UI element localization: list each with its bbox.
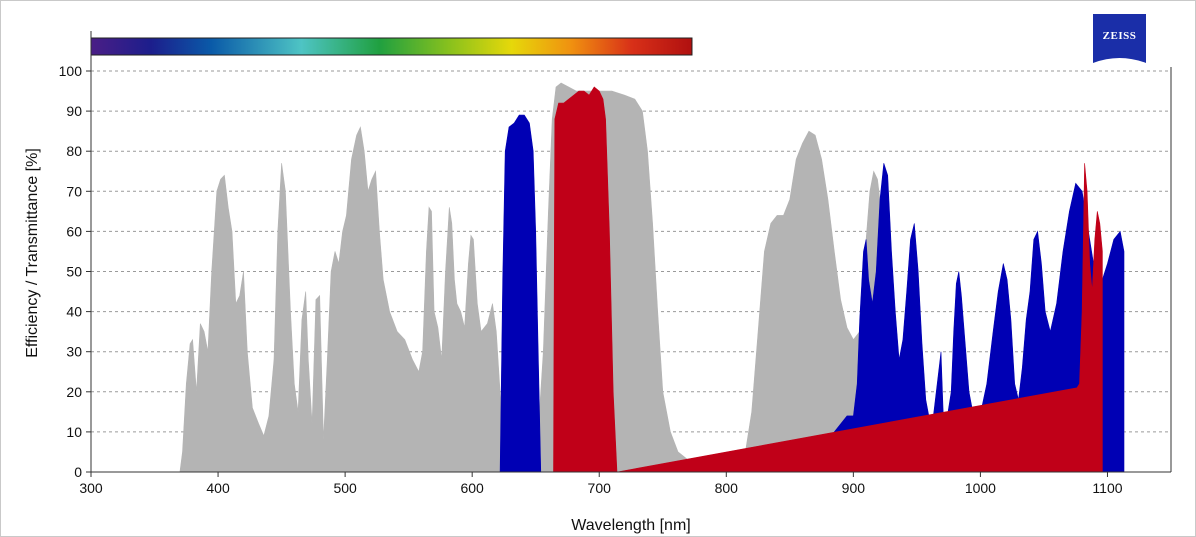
y-tick-label: 40 — [66, 304, 82, 320]
y-tick-label: 30 — [66, 344, 82, 360]
y-tick-label: 70 — [66, 183, 82, 199]
y-axis-title: Efficiency / Transmittance [%] — [24, 148, 41, 358]
zeiss-logo: ZEISS — [1093, 14, 1146, 63]
zeiss-logo-text: ZEISS — [1103, 30, 1137, 42]
y-tick-label: 10 — [66, 424, 82, 440]
x-tick-label: 900 — [842, 480, 866, 496]
y-tick-label: 80 — [66, 143, 82, 159]
y-tick-label: 60 — [66, 223, 82, 239]
x-tick-label: 1100 — [1092, 480, 1122, 496]
y-tick-label: 0 — [74, 464, 82, 480]
x-tick-label: 700 — [588, 480, 612, 496]
spectrum-color-bar — [90, 37, 693, 56]
x-tick-label: 400 — [206, 480, 230, 496]
y-tick-label: 100 — [59, 63, 83, 79]
x-tick-label: 1000 — [965, 480, 996, 496]
series-area-1 — [154, 82, 890, 473]
x-axis-title: Wavelength [nm] — [571, 517, 690, 534]
y-tick-label: 20 — [66, 384, 82, 400]
series-area-3 — [553, 86, 1103, 473]
y-axis-ticks: 0 10 20 30 40 50 60 70 80 90 100 — [59, 63, 91, 480]
x-tick-label: 800 — [715, 480, 739, 496]
y-tick-label: 50 — [66, 264, 82, 280]
x-tick-label: 600 — [460, 480, 484, 496]
x-tick-label: 500 — [333, 480, 357, 496]
y-tick-label: 90 — [66, 103, 82, 119]
zeiss-logo-badge — [1093, 14, 1146, 63]
x-axis-ticks: 300 400 500 600 700 800 900 1000 1100 — [79, 472, 1123, 496]
series-areas — [154, 82, 1125, 473]
x-tick-label: 300 — [79, 480, 103, 496]
